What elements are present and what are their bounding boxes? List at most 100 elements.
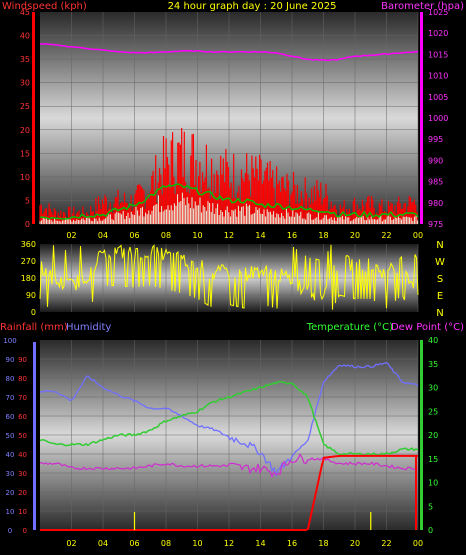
- barometer-tick: 1020: [428, 29, 448, 38]
- barometer-axis-bar: [420, 12, 423, 224]
- barometer-tick: 995: [428, 135, 443, 144]
- temp-time-axis: 02 04 06 08 10 12 14 16 18 20 22 00: [66, 539, 423, 548]
- humidity-tick: 80: [6, 375, 15, 383]
- barometer-tick: 990: [428, 156, 443, 165]
- rainfall-line: [40, 454, 418, 531]
- compass-letter: N: [436, 308, 443, 319]
- windspeed-tick: 40: [20, 32, 30, 41]
- compass-letter: E: [437, 291, 443, 302]
- rainfall-axis-label: Rainfall (mm): [0, 322, 68, 333]
- direction-tick: 270: [21, 257, 36, 266]
- time-tick: 02: [66, 539, 76, 548]
- humidity-tick: 10: [6, 508, 15, 516]
- time-tick: 02: [66, 231, 76, 240]
- wind-time-axis: 02 04 06 08 10 12 14 16 18 20 22 00: [66, 231, 423, 240]
- humidity-tick: 30: [6, 470, 15, 478]
- temperature-tick: 10: [428, 479, 438, 488]
- windspeed-axis-ticks: 45 40 35 30 25 20 15 10 5 0: [20, 8, 35, 229]
- rainfall-tick: 90: [18, 356, 27, 364]
- temperature-tick: 15: [428, 455, 438, 464]
- time-tick: 20: [350, 231, 360, 240]
- humidity-axis-label: Humidity: [66, 322, 111, 333]
- rainfall-tick: 60: [18, 413, 27, 421]
- direction-tick: 180: [21, 274, 36, 283]
- barometer-tick: 980: [428, 199, 443, 208]
- windspeed-tick: 0: [25, 220, 30, 229]
- time-tick: 18: [318, 539, 328, 548]
- barometer-tick: 975: [428, 220, 443, 229]
- barometer-tick: 985: [428, 178, 443, 187]
- temperature-tick: 30: [428, 384, 438, 393]
- barometer-axis-ticks: 1025 1020 1015 1010 1005 1000 995 990 985 980 975: [420, 8, 448, 229]
- barometer-tick: 1015: [428, 50, 448, 59]
- barometer-tick: 1000: [428, 114, 448, 123]
- time-tick: 14: [255, 539, 265, 548]
- time-tick: 04: [98, 539, 108, 548]
- temp-series: [39, 362, 419, 531]
- humidity-tick: 70: [6, 394, 15, 402]
- wind-series: [39, 42, 419, 224]
- rainfall-tick: 50: [18, 432, 27, 440]
- windspeed-tick: 35: [20, 55, 30, 64]
- rainfall-axis-ticks: 90 80 70 60 50 40 30 20 10 0: [18, 356, 27, 535]
- rainfall-tick: 10: [18, 508, 27, 516]
- barometer-tick: 1025: [428, 8, 448, 17]
- humidity-axis-bar: [33, 342, 36, 530]
- compass-letter: S: [437, 274, 443, 285]
- temperature-tick: 25: [428, 407, 438, 416]
- chart-title: 24 hour graph day : 20 June 2025: [168, 1, 337, 12]
- windspeed-tick: 25: [20, 102, 30, 111]
- humidity-tick: 60: [6, 413, 15, 421]
- dewpoint-line: [39, 453, 419, 478]
- time-tick: 20: [350, 539, 360, 548]
- time-tick: 16: [287, 231, 297, 240]
- temperature-axis-bar: [420, 340, 423, 530]
- time-tick: 06: [129, 539, 139, 548]
- time-tick: 00: [413, 539, 423, 548]
- humidity-tick: 0: [8, 527, 12, 535]
- temperature-tick: 20: [428, 431, 438, 440]
- direction-axis-ticks: 360 270 180 90 0: [21, 240, 36, 317]
- humidity-tick: 50: [6, 432, 15, 440]
- time-tick: 22: [381, 539, 391, 548]
- rainfall-tick: 70: [18, 394, 27, 402]
- windspeed-axis-bar: [32, 12, 35, 224]
- rainfall-tick: 0: [23, 527, 27, 535]
- wind-barometer-panel: 24 hour graph day : 20 June 2025 Windspe…: [2, 1, 464, 240]
- dewpoint-axis-label: Dew Point (°C): [391, 322, 464, 333]
- barometer-tick: 1005: [428, 93, 448, 102]
- time-tick: 18: [318, 231, 328, 240]
- time-tick: 08: [161, 231, 171, 240]
- time-tick: 16: [287, 539, 297, 548]
- windspeed-tick: 10: [20, 173, 30, 182]
- windspeed-axis-label: Windspeed (kph): [2, 1, 87, 12]
- compass-letter: N: [436, 240, 443, 251]
- rainfall-tick: 20: [18, 489, 27, 497]
- time-tick: 00: [413, 231, 423, 240]
- direction-line: [39, 244, 419, 310]
- barometer-line: [39, 42, 419, 62]
- rainfall-tick: 80: [18, 375, 27, 383]
- temp-grid: [40, 340, 419, 530]
- windspeed-tick: 5: [25, 196, 30, 205]
- time-tick: 10: [192, 231, 202, 240]
- direction-series: [39, 244, 419, 310]
- barometer-tick: 1010: [428, 72, 448, 81]
- humidity-line: [40, 362, 419, 478]
- direction-tick: 360: [21, 240, 36, 249]
- rainfall-tick: 30: [18, 470, 27, 478]
- time-tick: 10: [192, 539, 202, 548]
- temperature-tick: 0: [428, 526, 433, 535]
- time-tick: 14: [255, 231, 265, 240]
- windspeed-tick: 30: [20, 79, 30, 88]
- direction-tick: 90: [26, 291, 36, 300]
- windspeed-tick: 45: [20, 8, 30, 17]
- temperature-axis-label: Temperature (°C): [306, 322, 393, 333]
- time-tick: 04: [98, 231, 108, 240]
- direction-tick: 0: [31, 308, 36, 317]
- windspeed-tick: 15: [20, 149, 30, 158]
- temperature-tick: 5: [428, 502, 433, 511]
